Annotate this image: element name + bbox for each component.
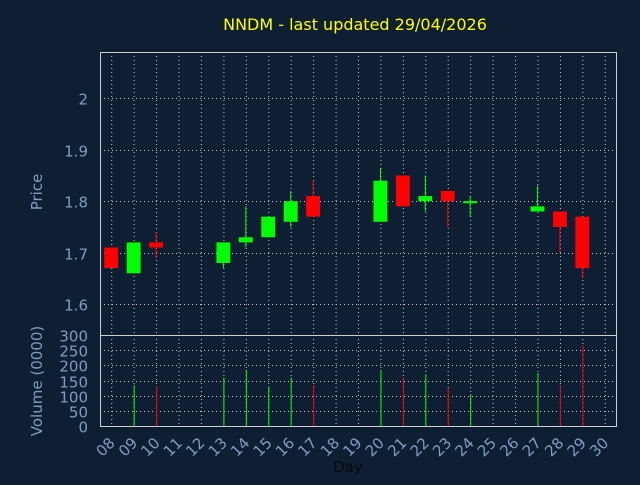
candle-body-29 [575,216,590,269]
volume-tick-label: 100 [59,389,88,407]
price-tick-label: 1.6 [64,297,88,315]
volume-tick-label: 0 [78,419,88,437]
candle-body-23 [440,190,455,202]
candle-body-15 [261,216,276,238]
volume-plot-frame [100,335,617,427]
price-candles [104,167,590,279]
price-tick-label: 1.8 [64,194,88,212]
volume-tick-label: 250 [59,343,88,361]
volume-tick-label: 150 [59,374,88,392]
candle-body-20 [373,180,388,222]
candle-body-21 [395,175,410,207]
candle-body-08 [104,247,119,269]
candle-body-10 [149,242,164,248]
volume-tick-label: 200 [59,358,88,376]
x-axis-label: Day [333,458,363,476]
price-tick-label: 2 [78,91,88,109]
candle-body-27 [530,206,545,212]
volume-bars [133,345,584,426]
volume-axis-label: Volume (0000) [28,326,46,436]
price-tick-label: 1.9 [64,143,88,161]
plot-frames [100,52,617,427]
candle-body-14 [238,237,253,243]
candle-body-09 [126,242,141,274]
price-axis-label: Price [28,174,46,211]
candle-body-22 [418,196,433,202]
candle-body-24 [463,201,478,204]
candle-body-16 [283,201,298,222]
volume-tick-label: 50 [69,404,88,422]
chart-title: NNDM - last updated 29/04/2026 [223,15,487,34]
price-tick-label: 1.7 [64,246,88,264]
candle-body-28 [552,211,567,227]
candle-body-17 [306,196,321,217]
candle-body-13 [216,242,231,263]
volume-tick-label: 300 [59,328,88,346]
